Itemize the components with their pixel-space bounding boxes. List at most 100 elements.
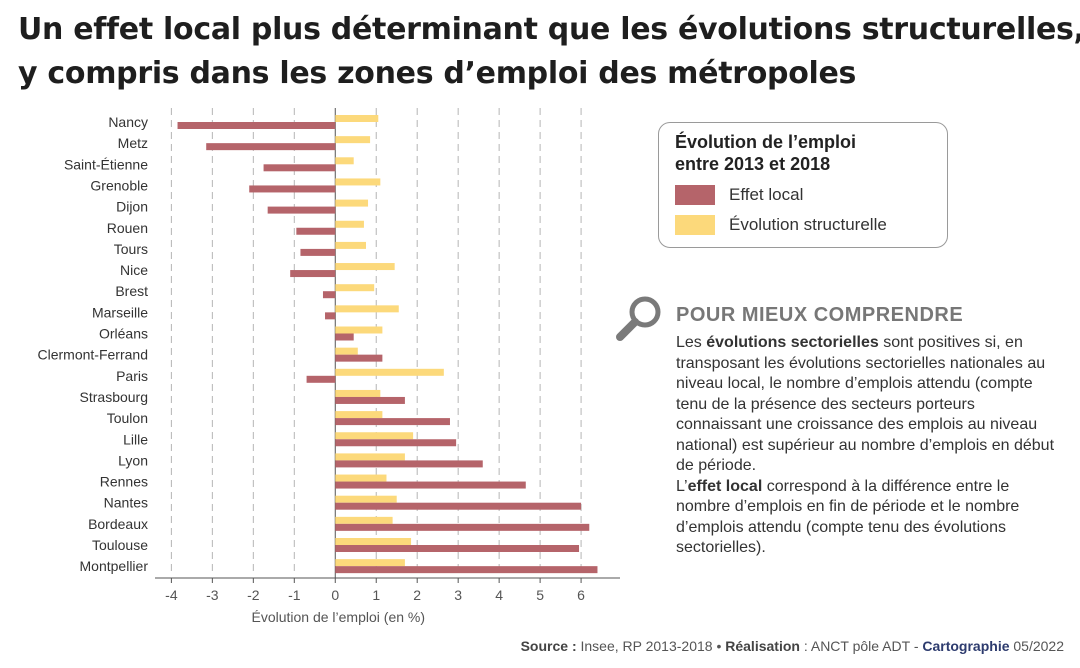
bar-local — [267, 206, 336, 214]
bar-local — [335, 439, 457, 447]
info-p1-bold: évolutions sectorielles — [706, 334, 879, 351]
info-p2-bold: effet local — [687, 477, 763, 495]
info-p1-text: Les — [676, 334, 707, 351]
category-label: Lille — [123, 431, 148, 447]
x-tick-label: 5 — [536, 587, 544, 603]
bar-structurel — [335, 516, 393, 524]
bar-local — [335, 502, 582, 510]
category-label: Bordeaux — [88, 516, 148, 532]
category-label: Rouen — [107, 220, 148, 236]
info-paragraph-2: L’effet local correspond à la différence… — [676, 477, 1056, 559]
chart-legend: Évolution de l’emploi entre 2013 et 2018… — [658, 122, 948, 248]
bar-local — [296, 227, 336, 235]
bar-local — [335, 396, 405, 404]
category-label: Rennes — [100, 474, 148, 490]
page-title: Un effet local plus déterminant que les … — [18, 8, 1080, 96]
bar-structurel — [335, 432, 414, 440]
bar-local — [335, 566, 598, 574]
bar-structurel — [335, 157, 354, 165]
x-tick-label: -4 — [165, 587, 178, 603]
bar-structurel — [335, 263, 395, 271]
bar-local — [306, 375, 336, 383]
legend-title: Évolution de l’emploi entre 2013 et 2018 — [675, 131, 931, 175]
bar-local — [290, 270, 336, 278]
bar-structurel — [335, 368, 444, 376]
bar-structurel — [335, 474, 387, 482]
category-label: Nice — [120, 262, 148, 278]
x-tick-label: -3 — [206, 587, 219, 603]
title-line-2: y compris dans les zones d’emploi des mé… — [18, 56, 857, 91]
bar-local — [300, 248, 336, 256]
legend-swatch-local — [675, 185, 715, 205]
bar-local — [322, 291, 336, 299]
bar-local — [263, 164, 336, 172]
category-label: Nantes — [104, 495, 148, 511]
bar-structurel — [335, 453, 405, 461]
title-line-1: Un effet local plus déterminant que les … — [18, 12, 1080, 47]
x-tick-label: 2 — [413, 587, 421, 603]
source-label: Source : — [520, 638, 577, 654]
source-text: Insee, RP 2013-2018 • — [576, 638, 726, 654]
bar-structurel — [335, 136, 371, 144]
category-label: Toulouse — [92, 537, 148, 553]
info-body: Les évolutions sectorielles sont positiv… — [676, 333, 1056, 559]
x-tick-label: -1 — [288, 587, 301, 603]
bar-local — [177, 122, 336, 129]
category-label: Toulon — [107, 410, 148, 426]
legend-label-structurel: Évolution structurelle — [729, 215, 887, 234]
bar-structurel — [335, 495, 397, 503]
bar-structurel — [335, 220, 364, 228]
bar-structurel — [335, 284, 375, 292]
bar-structurel — [335, 411, 383, 419]
category-label: Brest — [115, 283, 148, 299]
magnifier-icon — [616, 296, 661, 341]
category-label: Strasbourg — [80, 389, 148, 405]
bar-structurel — [335, 199, 369, 207]
bar-structurel — [335, 389, 381, 397]
legend-title-line-1: Évolution de l’emploi — [675, 132, 857, 152]
category-label: Paris — [116, 368, 148, 384]
bar-local — [335, 418, 450, 426]
bar-local — [335, 481, 526, 489]
info-title: POUR MIEUX COMPRENDRE — [676, 304, 964, 326]
bar-local — [335, 545, 580, 552]
x-tick-label: 6 — [577, 587, 585, 603]
x-tick-label: 4 — [495, 587, 503, 603]
info-p1-text-end: sont positives si, en transposant les év… — [676, 334, 1055, 474]
source-footer: Source : Insee, RP 2013-2018 • Réalisati… — [521, 638, 1064, 654]
category-label: Grenoble — [90, 177, 148, 193]
category-label: Marseille — [92, 304, 148, 320]
bar-structurel — [335, 241, 366, 249]
bar-local — [335, 333, 354, 341]
bar-chart: Nancy Metz Saint-Étienne Grenoble Dijon Rouen… — [38, 108, 620, 625]
x-tick-label: 3 — [454, 587, 462, 603]
realisation-text: : ANCT pôle ADT - — [799, 638, 923, 654]
legend-label-local: Effet local — [729, 185, 804, 204]
x-tick-label: -2 — [247, 587, 260, 603]
info-paragraph-1: Les évolutions sectorielles sont positiv… — [676, 333, 1056, 477]
bar-local — [335, 354, 383, 362]
category-label: Orléans — [99, 326, 148, 342]
bar-local — [325, 312, 336, 320]
bar-structurel — [335, 347, 358, 355]
x-axis-label: Évolution de l’emploi (en %) — [251, 609, 425, 625]
bar-local — [249, 185, 336, 193]
cartographie-date: 05/2022 — [1009, 638, 1064, 654]
bar-structurel — [335, 178, 381, 186]
category-label: Tours — [114, 241, 148, 257]
legend-item-structurel: Évolution structurelle — [675, 215, 931, 235]
bar-local — [206, 143, 336, 151]
legend-title-line-2: entre 2013 et 2018 — [675, 154, 831, 174]
bar-structurel — [335, 559, 405, 567]
category-label: Nancy — [108, 114, 148, 130]
category-label: Montpellier — [80, 558, 149, 574]
category-label: Clermont-Ferrand — [38, 347, 148, 363]
info-p2-text-end: correspond à la différence entre le nomb… — [676, 477, 1020, 557]
category-label: Dijon — [116, 199, 148, 215]
category-label: Saint-Étienne — [64, 156, 148, 172]
x-tick-label: 1 — [372, 587, 380, 603]
bar-local — [335, 523, 590, 531]
bar-structurel — [335, 326, 383, 334]
bar-local — [335, 460, 483, 468]
realisation-label: Réalisation — [725, 638, 800, 654]
